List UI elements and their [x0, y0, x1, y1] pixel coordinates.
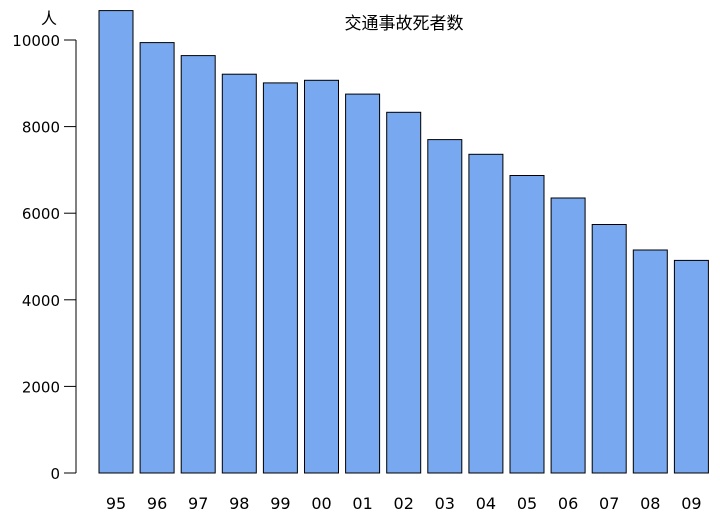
y-tick-label: 10000 — [12, 32, 60, 50]
bar-03 — [427, 139, 463, 474]
bar-04 — [468, 153, 504, 474]
y-tick-label: 2000 — [22, 378, 60, 396]
x-axis-labels: 95 96 97 98 99 00 01 02 03 04 05 06 07 08 09 — [106, 494, 702, 513]
x-tick-label: 04 — [476, 494, 496, 513]
x-tick-label: 05 — [517, 494, 537, 513]
y-axis: 0 2000 4000 6000 8000 10000 — [12, 32, 77, 483]
x-tick-label: 02 — [394, 494, 414, 513]
y-axis-unit-label: 人 — [41, 9, 57, 28]
x-tick-label: 09 — [681, 494, 701, 513]
bars-group — [98, 10, 709, 474]
x-tick-label: 08 — [640, 494, 660, 513]
x-tick-label: 95 — [106, 494, 126, 513]
bar-98 — [221, 73, 257, 474]
x-tick-label: 03 — [435, 494, 455, 513]
bar-99 — [262, 82, 298, 474]
x-tick-label: 99 — [270, 494, 290, 513]
x-tick-label: 06 — [558, 494, 578, 513]
x-tick-label: 01 — [352, 494, 372, 513]
bar-01 — [345, 93, 381, 474]
y-tick-label: 6000 — [22, 205, 60, 223]
y-tick-label: 8000 — [22, 119, 60, 137]
bar-96 — [139, 42, 175, 474]
bar-97 — [180, 55, 216, 474]
x-tick-label: 98 — [229, 494, 249, 513]
y-tick-label: 0 — [50, 465, 60, 483]
y-tick-label: 4000 — [22, 292, 60, 310]
x-tick-label: 96 — [147, 494, 167, 513]
bar-05 — [509, 175, 545, 474]
x-tick-label: 97 — [188, 494, 208, 513]
bar-02 — [386, 111, 422, 474]
x-tick-label: 07 — [599, 494, 619, 513]
x-tick-label: 00 — [311, 494, 331, 513]
bar-00 — [304, 79, 339, 474]
bar-95 — [98, 10, 134, 474]
chart-title: 交通事故死者数 — [345, 14, 464, 34]
bar-06 — [550, 197, 586, 474]
bar-09 — [673, 259, 709, 474]
bar-07 — [591, 224, 627, 474]
bar-08 — [632, 249, 668, 474]
